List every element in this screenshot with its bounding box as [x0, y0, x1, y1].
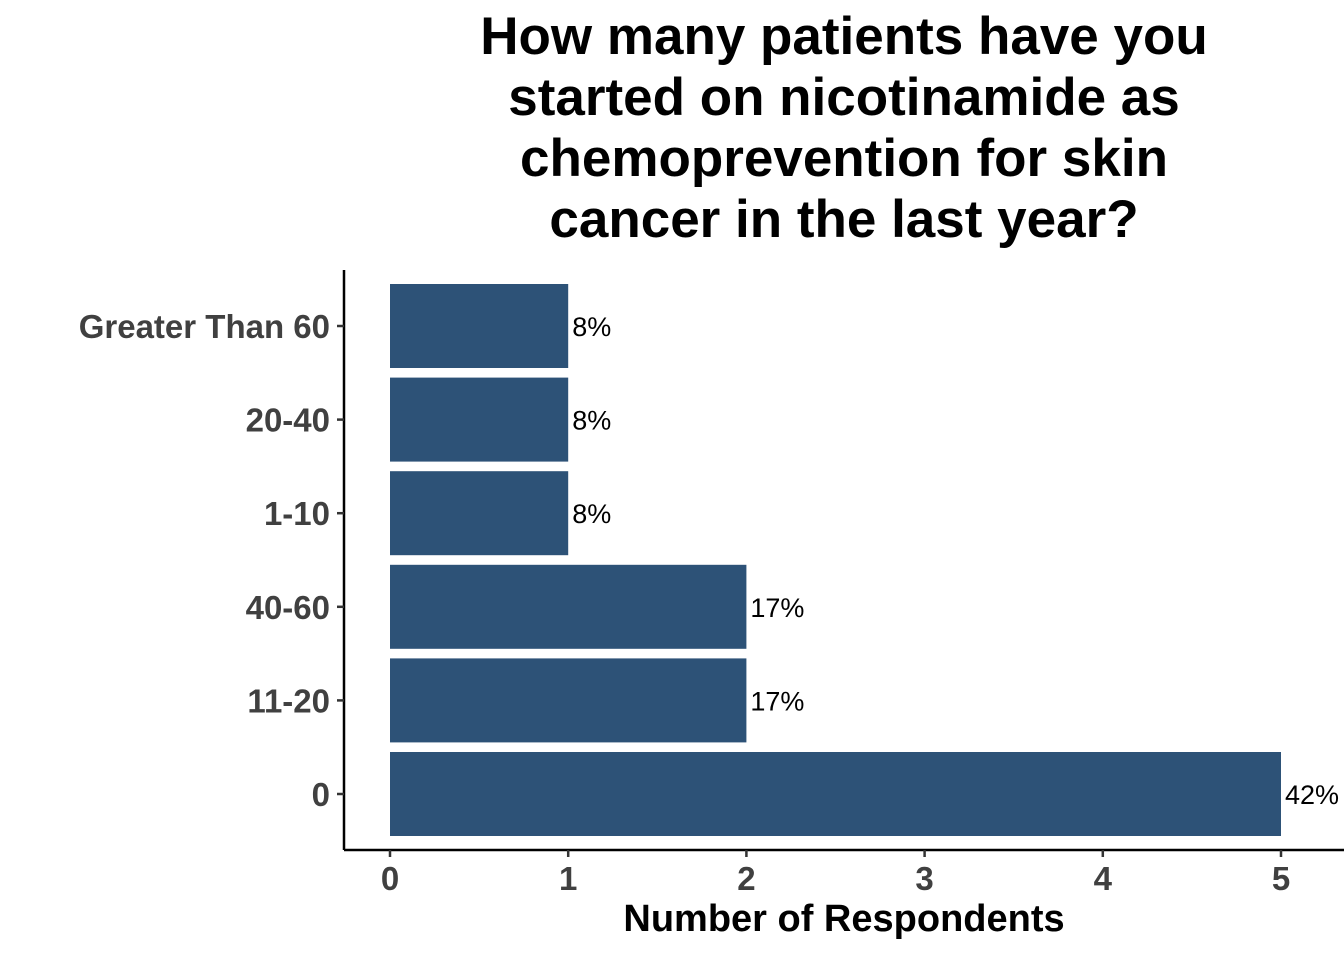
data-labels-group: 8% 8% 8% 17% 17% 42%	[572, 312, 1339, 810]
x-axis-title: Number of Respondents	[623, 898, 1065, 940]
x-tick-label: 2	[737, 860, 755, 897]
bar	[390, 284, 569, 368]
y-tick-label: 20-40	[246, 402, 330, 439]
data-label: 42%	[1285, 780, 1339, 810]
chart-title-line-1: How many patients have you	[480, 7, 1208, 66]
bar	[390, 471, 569, 556]
x-axis: 0 1 2 3 4 5	[344, 848, 1344, 897]
bar	[390, 752, 1281, 836]
y-tick-label: 11-20	[247, 682, 330, 719]
x-tick-label: 1	[559, 860, 577, 897]
chart-title: How many patients have you started on ni…	[400, 6, 1288, 250]
x-tick-label: 4	[1094, 860, 1113, 897]
bar	[390, 377, 569, 462]
y-axis: Greater Than 60 20-40 1-10 40-60 11-20 0	[79, 270, 346, 850]
bars-group	[390, 284, 1281, 836]
data-label: 8%	[572, 406, 611, 436]
chart-title-line-2: started on nicotinamide as	[508, 68, 1180, 127]
bar	[390, 658, 747, 743]
data-label: 8%	[572, 499, 611, 529]
data-label: 8%	[572, 312, 611, 342]
data-label: 17%	[750, 686, 804, 716]
x-tick-label: 0	[381, 860, 399, 897]
bar	[390, 564, 747, 649]
y-tick-label: 40-60	[246, 589, 330, 626]
y-tick-label: 1-10	[264, 495, 330, 532]
x-tick-label: 5	[1272, 860, 1290, 897]
y-tick-label: 0	[312, 776, 330, 813]
x-tick-label: 3	[915, 860, 933, 897]
y-tick-label: Greater Than 60	[79, 308, 330, 345]
chart-title-line-3: chemoprevention for skin	[520, 129, 1168, 188]
chart-title-line-4: cancer in the last year?	[549, 190, 1139, 249]
data-label: 17%	[750, 593, 804, 623]
